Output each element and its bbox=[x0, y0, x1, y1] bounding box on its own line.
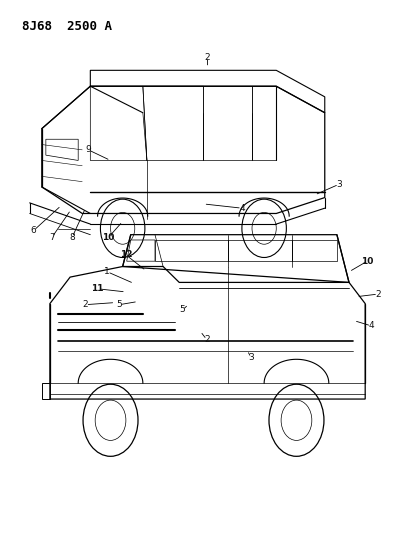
Text: 1: 1 bbox=[105, 268, 110, 276]
Text: 8: 8 bbox=[69, 233, 75, 242]
Text: 5: 5 bbox=[116, 300, 122, 309]
Text: 2: 2 bbox=[205, 53, 210, 62]
Text: 4: 4 bbox=[368, 321, 374, 330]
Text: 6: 6 bbox=[31, 226, 37, 235]
Text: 9: 9 bbox=[85, 146, 91, 155]
Text: 2: 2 bbox=[375, 289, 381, 298]
Text: 2: 2 bbox=[204, 335, 210, 344]
Text: 3: 3 bbox=[336, 180, 342, 189]
Text: 3: 3 bbox=[248, 353, 254, 362]
Text: 5: 5 bbox=[179, 305, 185, 314]
Text: 12: 12 bbox=[120, 251, 132, 260]
Text: 4: 4 bbox=[239, 204, 245, 213]
Text: 11: 11 bbox=[91, 284, 104, 293]
Text: 7: 7 bbox=[49, 233, 55, 242]
Text: 10: 10 bbox=[102, 233, 115, 242]
Text: 2: 2 bbox=[83, 300, 88, 309]
Text: 8J68  2500 A: 8J68 2500 A bbox=[22, 20, 112, 33]
Text: 10: 10 bbox=[361, 257, 373, 265]
